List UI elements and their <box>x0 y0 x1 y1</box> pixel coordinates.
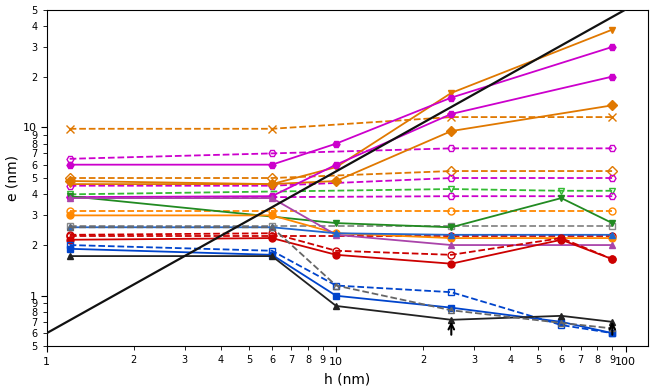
X-axis label: h (nm): h (nm) <box>324 372 371 387</box>
Y-axis label: e (nm): e (nm) <box>5 155 20 201</box>
